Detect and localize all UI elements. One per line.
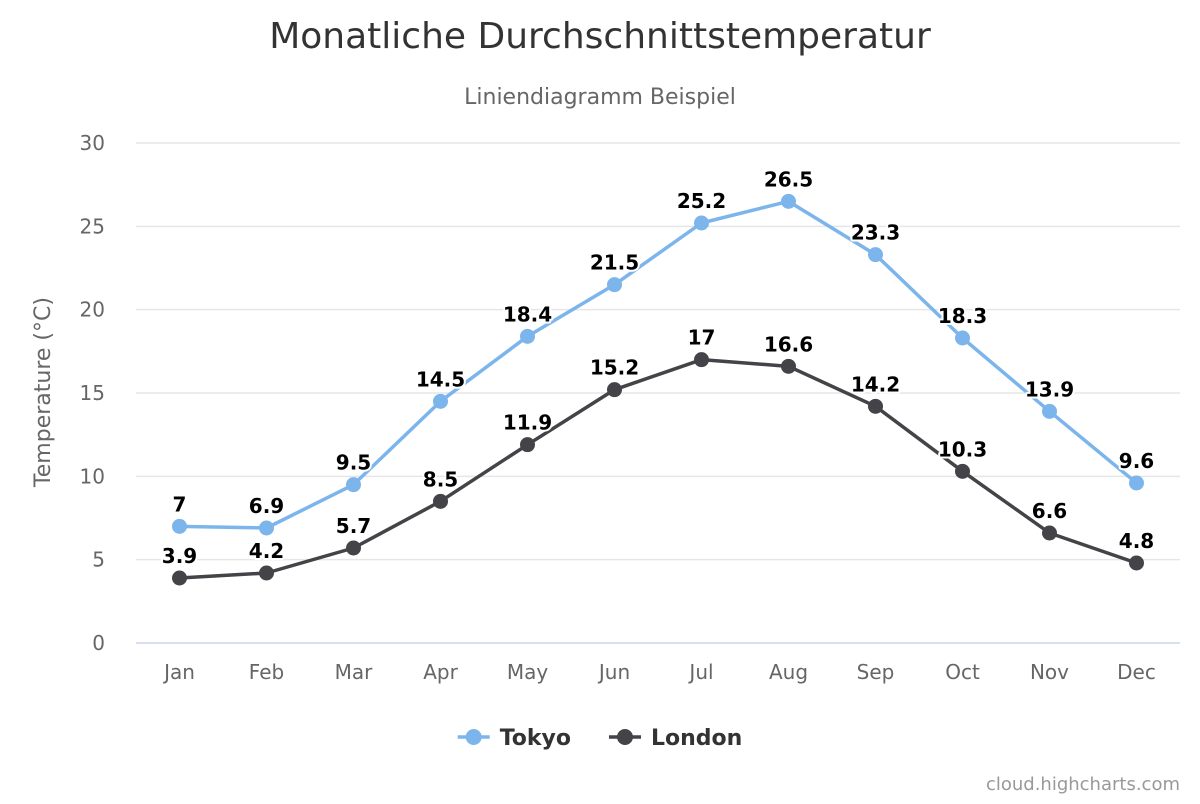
x-tick-label: Apr [423,660,458,684]
data-label-london: 4.8 [1119,529,1154,553]
y-tick-label: 0 [92,631,105,655]
data-point-london[interactable] [781,358,796,374]
data-point-london[interactable] [259,565,274,581]
x-tick-label: Nov [1030,660,1069,684]
data-label-tokyo: 14.5 [416,367,465,391]
legend-item-tokyo[interactable]: Tokyo [457,726,571,751]
data-point-tokyo[interactable] [1129,475,1144,491]
x-tick-label: Jul [687,660,713,684]
data-point-london[interactable] [694,352,709,368]
x-tick-label: Oct [945,660,980,684]
legend-label: London [651,726,742,751]
x-tick-label: Mar [335,660,374,684]
x-tick-label: Dec [1117,660,1156,684]
data-label-london: 10.3 [938,437,987,461]
data-point-tokyo[interactable] [433,393,448,409]
data-point-london[interactable] [1042,525,1057,541]
data-point-london[interactable] [1129,555,1144,571]
data-label-london: 3.9 [162,544,197,568]
y-axis-ticks: 0 5 10 15 20 25 30 [80,131,105,655]
y-tick-label: 5 [92,548,105,572]
data-label-tokyo: 6.9 [249,494,284,518]
data-label-london: 6.6 [1032,499,1067,523]
y-tick-label: 25 [80,214,105,238]
data-label-london: 8.5 [423,467,458,491]
data-label-tokyo: 21.5 [590,251,639,275]
x-tick-label: Jan [162,660,195,684]
legend-label: Tokyo [500,726,571,751]
y-tick-label: 10 [80,464,105,488]
data-label-tokyo: 9.5 [336,451,371,475]
data-label-london: 17 [688,326,716,350]
data-label-tokyo: 18.4 [503,302,552,326]
data-label-tokyo: 25.2 [677,189,726,213]
y-tick-label: 15 [80,381,105,405]
data-point-london[interactable] [346,540,361,556]
data-label-london: 11.9 [503,411,552,435]
legend-symbol-marker [465,729,482,745]
grid-lines [136,142,1180,644]
chart-title: Monatliche Durchschnittstemperatur [269,16,931,57]
x-tick-label: Feb [249,660,284,684]
data-label-tokyo: 9.6 [1119,449,1154,473]
data-label-london: 15.2 [590,356,639,380]
data-label-london: 16.6 [764,332,813,356]
data-label-tokyo: 23.3 [851,221,900,245]
x-axis-ticks: Jan Feb Mar Apr May Jun Jul Aug Sep Oct Nov Dec [162,660,1156,684]
legend-item-london[interactable]: London [608,726,742,751]
x-tick-label: Sep [857,660,895,684]
data-point-london[interactable] [868,398,883,414]
data-label-tokyo: 13.9 [1025,377,1074,401]
data-labels-layer: 7 6.9 9.5 14.5 18.4 21.5 25.2 26.5 23.3 18.3 13.9 9… [160,165,1156,570]
data-point-london[interactable] [172,570,187,586]
data-point-tokyo[interactable] [955,330,970,346]
data-label-london: 14.2 [851,372,900,396]
data-point-tokyo[interactable] [259,520,274,536]
data-point-tokyo[interactable] [1042,403,1057,419]
data-point-tokyo[interactable] [346,477,361,493]
data-point-tokyo[interactable] [694,215,709,231]
data-point-tokyo[interactable] [607,277,622,293]
x-tick-label: Aug [769,660,808,684]
data-point-london[interactable] [955,463,970,479]
data-label-tokyo: 26.5 [764,167,813,191]
y-tick-label: 30 [80,131,105,155]
y-axis-label: Temperature (°C) [31,297,56,488]
data-label-london: 4.2 [249,539,284,563]
series-layer [172,193,1144,586]
data-label-tokyo: 7 [173,492,187,516]
series-line-tokyo[interactable] [177,199,1139,530]
data-label-tokyo: 18.3 [938,304,987,328]
credits-link[interactable]: cloud.highcharts.com [986,774,1180,795]
chart-subtitle: Liniendiagramm Beispiel [464,85,736,110]
data-point-tokyo[interactable] [520,328,535,344]
x-tick-label: Jun [597,660,630,684]
legend-symbol-marker [616,729,633,745]
data-point-tokyo[interactable] [781,193,796,209]
data-point-london[interactable] [607,382,622,398]
data-point-london[interactable] [520,437,535,453]
data-label-london: 5.7 [336,514,371,538]
legend: Tokyo London [457,726,742,751]
data-point-london[interactable] [433,493,448,509]
data-point-tokyo[interactable] [868,247,883,263]
x-tick-label: May [507,660,549,684]
series-line-london[interactable] [177,357,1139,580]
y-tick-label: 20 [80,298,105,322]
data-point-tokyo[interactable] [172,518,187,534]
